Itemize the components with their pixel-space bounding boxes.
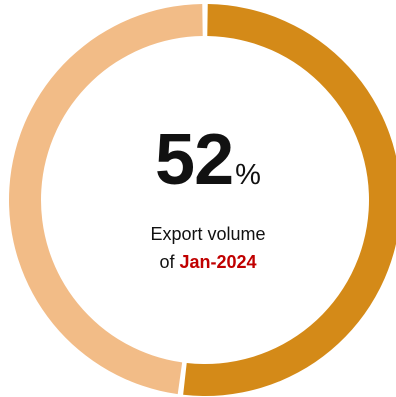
center-unit: %: [235, 159, 261, 191]
center-period-prefix: of: [159, 252, 175, 272]
center-period-line: of Jan-2024: [118, 248, 298, 276]
donut-slices: [9, 4, 396, 396]
center-caption: Export volume: [150, 224, 266, 244]
center-value-line: 52%: [118, 122, 298, 198]
center-period: Jan-2024: [179, 252, 257, 272]
center-label: 52% Export volume of Jan-2024: [118, 122, 298, 276]
donut-slice-2: [9, 4, 203, 395]
donut-slice-1: [183, 4, 396, 396]
center-value: 52: [155, 120, 234, 200]
